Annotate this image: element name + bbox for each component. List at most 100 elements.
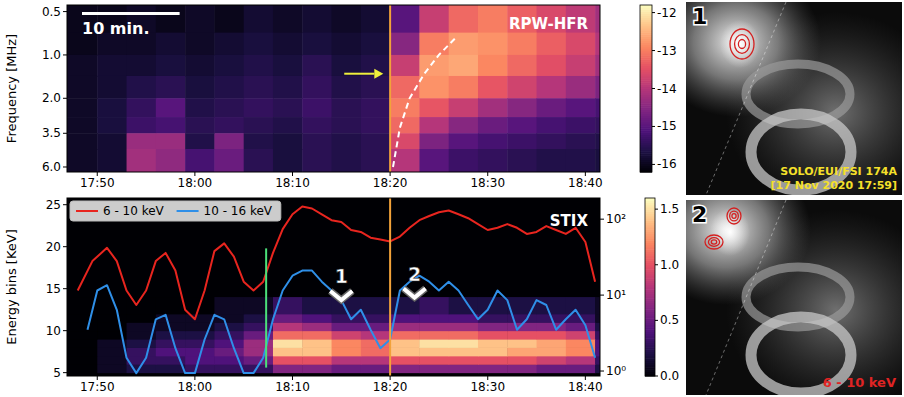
x-tick-label: 18:00 [178, 380, 213, 394]
x-tick-label: 18:10 [275, 380, 310, 394]
heat-cell [419, 55, 449, 77]
heat-cell [332, 314, 362, 323]
heat-cell [595, 98, 600, 117]
heat-cell [244, 98, 274, 117]
heat-cell [127, 76, 157, 99]
heat-cell [507, 347, 537, 356]
heat-cell [537, 149, 567, 172]
plot-area [67, 198, 600, 376]
heat-cell [537, 339, 567, 348]
heat-cell [273, 331, 303, 340]
heat-cell [97, 356, 127, 365]
heat-cell [156, 347, 186, 356]
heat-cell [302, 347, 332, 356]
heat-cell [390, 33, 420, 56]
heat-cell [478, 5, 508, 33]
y-tick [63, 372, 67, 373]
x-tick-label: 17:50 [80, 176, 115, 190]
colorbar-tick-label: 1.0 [660, 258, 679, 272]
heat-cell [361, 347, 391, 356]
heat-cell [244, 76, 274, 99]
heat-cell [449, 347, 479, 356]
heat-cell [332, 133, 362, 149]
y-tick-label: 3.5 [42, 126, 61, 140]
heat-cell [595, 133, 600, 149]
y-tick [63, 246, 67, 247]
heat-cell [507, 55, 537, 77]
x-tick-label: 18:30 [470, 176, 505, 190]
x-tick-label: 17:50 [80, 380, 115, 394]
heat-cell [67, 117, 98, 134]
heat-cell [361, 297, 391, 314]
heat-cell [566, 133, 596, 149]
colorbar-tick [652, 126, 655, 127]
heat-cell [214, 133, 244, 149]
heat-cell [332, 98, 362, 117]
heat-cell [156, 5, 186, 33]
heat-cell [302, 331, 332, 340]
colorbar-tick [652, 50, 655, 51]
heat-cell [214, 297, 244, 314]
heat-cell [390, 117, 420, 134]
heat-cell [390, 347, 420, 356]
plot-area [67, 5, 600, 172]
heat-cell [390, 322, 420, 331]
heat-cell [127, 117, 157, 134]
colorbar-tick [652, 12, 655, 13]
heat-cell [185, 98, 215, 117]
heat-cell [214, 5, 244, 33]
image-caption: 6 - 10 keV [823, 375, 896, 390]
heat-cell [507, 339, 537, 348]
heat-cell [332, 322, 362, 331]
heat-cell [449, 117, 479, 134]
legend-swatch [177, 210, 199, 212]
panel-title: STIX [550, 212, 589, 230]
colorbar-tick [652, 164, 655, 165]
heat-cell [537, 133, 567, 149]
xray-contour [727, 208, 741, 224]
heat-cell [566, 356, 596, 365]
heat-cell [478, 117, 508, 134]
colorbar-frame [640, 5, 652, 172]
legend-label: 6 - 10 keV [103, 204, 165, 218]
heat-cell [595, 322, 600, 331]
heat-cell [273, 364, 303, 373]
heat-cell [478, 133, 508, 149]
y-tick-label: 2.0 [42, 91, 61, 105]
heat-cell [419, 347, 449, 356]
colorbar-tick-label: -13 [657, 44, 677, 58]
heat-cell [97, 133, 127, 149]
heat-cell [361, 98, 391, 117]
heat-cell [97, 364, 127, 373]
heat-cell [419, 149, 449, 172]
heat-cell [302, 322, 332, 331]
heat-cell [244, 322, 274, 331]
heat-cell [244, 149, 274, 172]
heat-cell [390, 364, 420, 373]
heat-cell [332, 347, 362, 356]
xray-contour [711, 240, 716, 244]
heat-cell [302, 5, 332, 33]
heat-cell [332, 364, 362, 373]
heat-cell [449, 322, 479, 331]
y-tick-label: 5 [53, 366, 61, 380]
heat-cell [273, 322, 303, 331]
heat-cell [537, 331, 567, 340]
heat-cell [361, 149, 391, 172]
heat-cell [244, 5, 274, 33]
heat-cell [244, 347, 274, 356]
heat-cell [595, 55, 600, 77]
marker-line [389, 198, 391, 376]
heat-cell [67, 314, 98, 323]
y-tick-label: 15 [46, 282, 61, 296]
heat-cell [67, 364, 98, 373]
heat-cell [507, 33, 537, 56]
heat-cell [419, 322, 449, 331]
heat-cell [214, 33, 244, 56]
limb-line [706, 200, 786, 395]
heat-cell [332, 33, 362, 56]
heat-cell [127, 149, 157, 172]
y-tick-label: 0.5 [42, 5, 61, 19]
heat-cell [67, 98, 98, 117]
heat-cell [67, 331, 98, 340]
